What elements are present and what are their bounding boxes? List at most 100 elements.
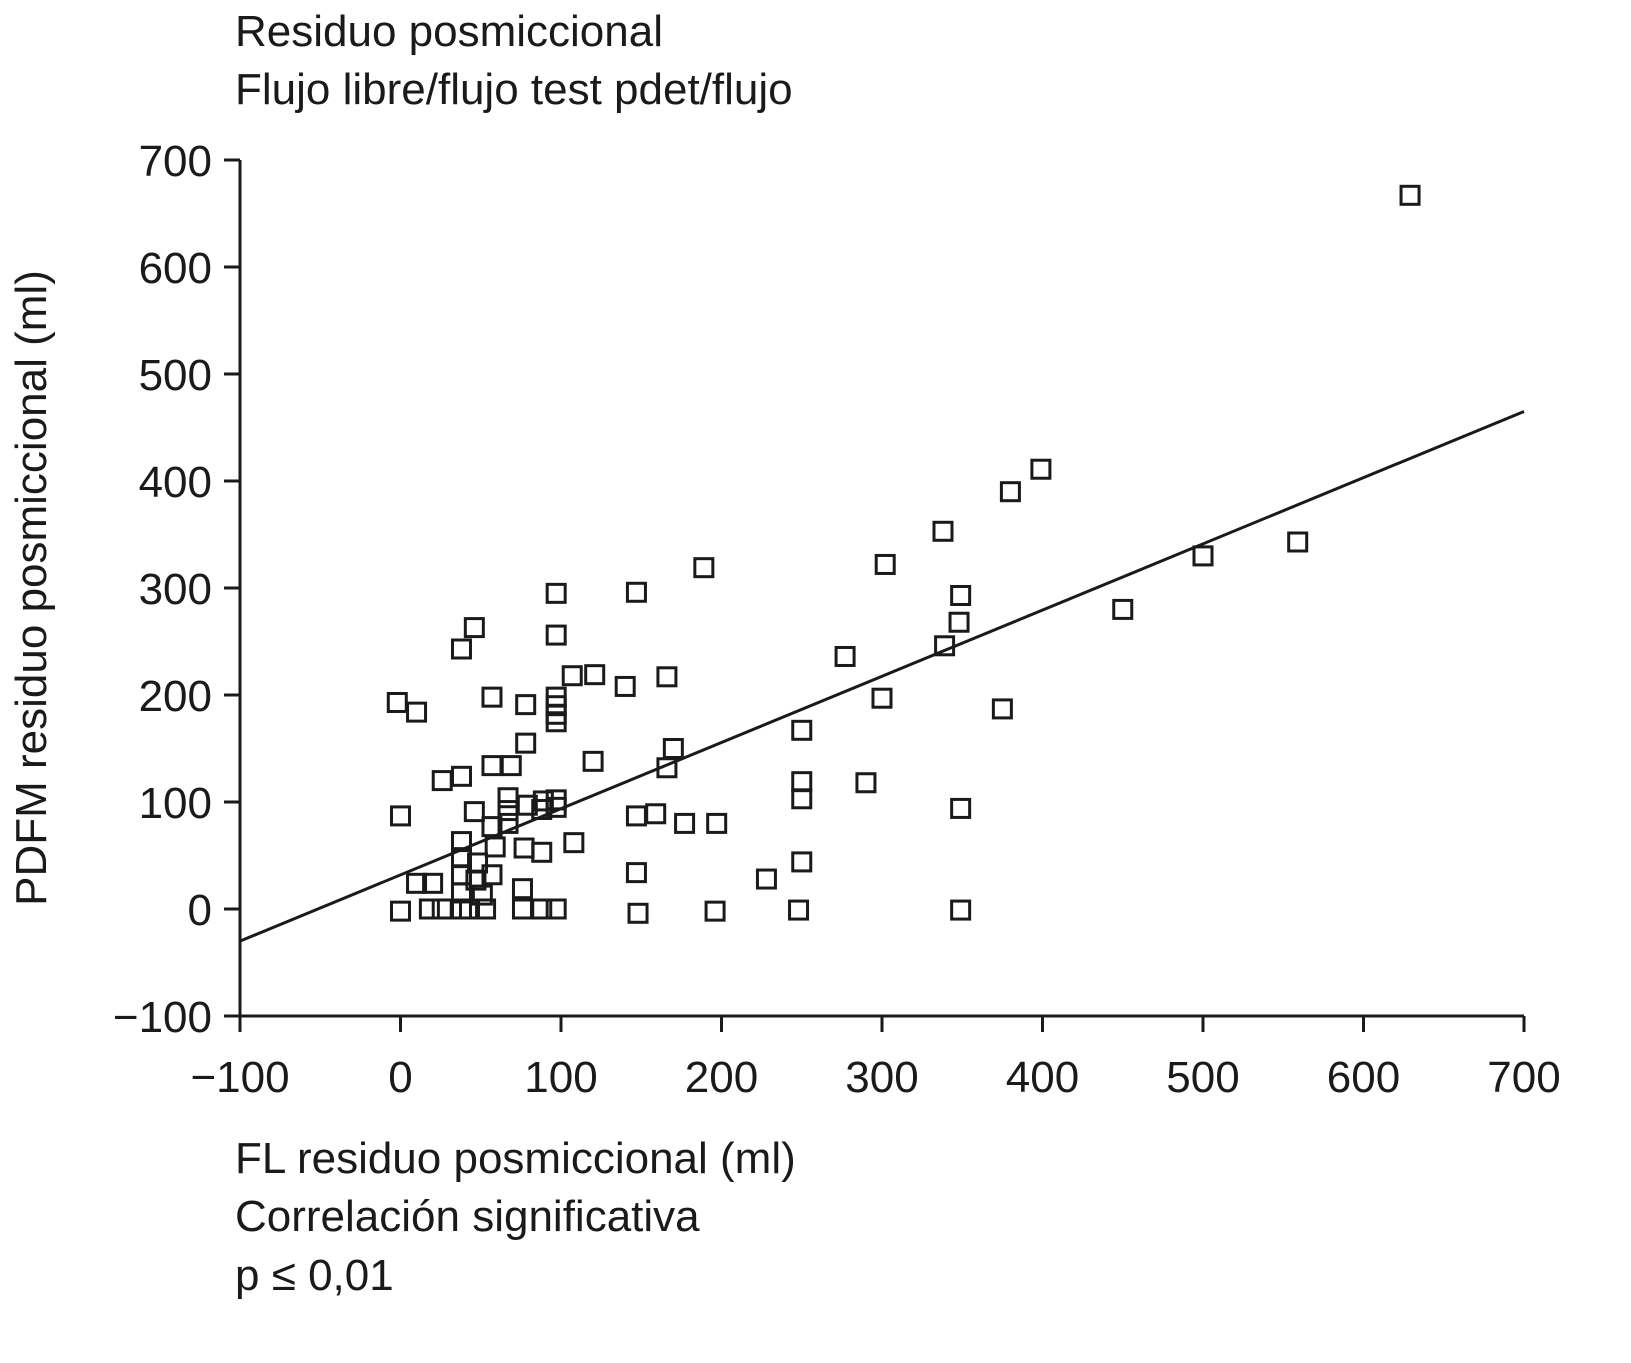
data-point (834, 645, 856, 667)
data-point (693, 557, 715, 579)
data-point (999, 481, 1021, 503)
data-point (563, 832, 585, 854)
chart-title: Residuo posmiccional (235, 7, 663, 56)
data-point (459, 898, 481, 920)
annotation-correlation: Correlación significativa (235, 1192, 700, 1241)
data-points (239, 184, 1525, 943)
data-point (531, 898, 553, 920)
data-point (791, 771, 813, 793)
data-point (513, 837, 535, 859)
data-point (500, 755, 522, 777)
regression-line (239, 410, 1525, 943)
axes: −100 0 100 200 300 400 500 600 700 −100 0 100 200 300… (113, 137, 1561, 1102)
data-point (390, 805, 411, 827)
data-point (545, 624, 567, 646)
x-tick-label: 200 (685, 1053, 758, 1102)
x-tick-label: 600 (1327, 1053, 1400, 1102)
data-point (625, 805, 647, 827)
x-axis-label: FL residuo posmiccional (ml) (235, 1134, 796, 1183)
data-point (545, 711, 567, 733)
y-tick-label: 700 (139, 137, 212, 186)
data-point (871, 687, 893, 709)
data-point (531, 798, 553, 820)
data-point (791, 788, 813, 810)
annotation-pvalue: p ≤ 0,01 (235, 1251, 394, 1300)
data-point (475, 898, 497, 920)
y-tick-label: 400 (139, 458, 212, 507)
data-point (934, 635, 956, 657)
x-tick-label: 0 (388, 1053, 412, 1102)
y-tick-label: 100 (139, 779, 212, 828)
data-point (516, 794, 538, 816)
data-point (656, 666, 678, 688)
data-point (1112, 598, 1134, 620)
data-point (531, 841, 553, 863)
data-point (481, 686, 503, 708)
data-point (656, 757, 678, 779)
data-point (625, 581, 647, 603)
data-point (431, 898, 453, 920)
data-point (450, 831, 472, 853)
data-point (481, 816, 503, 838)
y-tick-label: 600 (139, 244, 212, 293)
data-point (855, 772, 877, 794)
y-tick-label: 0 (188, 886, 212, 935)
data-point (662, 738, 684, 759)
data-point (706, 812, 728, 834)
x-tick-label: 500 (1166, 1053, 1239, 1102)
data-point (674, 812, 696, 834)
data-point (755, 868, 777, 890)
data-point (515, 694, 537, 716)
data-point (497, 787, 519, 809)
data-point (1192, 545, 1214, 567)
data-point (991, 698, 1013, 720)
data-point (418, 898, 440, 920)
data-point (406, 872, 428, 894)
data-point (950, 584, 972, 606)
data-point (625, 862, 647, 884)
data-point (1399, 184, 1421, 206)
data-point (1030, 458, 1052, 480)
x-tick-label: 300 (845, 1053, 918, 1102)
chart-subtitle: Flujo libre/flujo test pdet/flujo (235, 65, 793, 114)
data-point (386, 691, 408, 713)
data-point (511, 878, 533, 900)
data-point (511, 898, 533, 920)
data-point (463, 617, 485, 639)
data-point (584, 664, 606, 686)
data-point (1287, 531, 1309, 553)
data-point (627, 902, 649, 924)
data-point (545, 796, 567, 818)
data-point (950, 899, 972, 921)
data-point (932, 520, 954, 542)
data-point (463, 801, 485, 823)
data-point (422, 872, 444, 894)
data-point (431, 770, 453, 792)
data-point (481, 864, 503, 886)
data-point (561, 665, 583, 687)
data-point (582, 750, 604, 772)
data-point (515, 732, 537, 754)
data-point (791, 719, 813, 741)
y-tick-label: 500 (139, 351, 212, 400)
y-tick-label: −100 (113, 993, 212, 1042)
data-point (614, 675, 636, 697)
data-point (471, 884, 493, 906)
data-point (484, 836, 506, 858)
x-tick-label: −100 (190, 1053, 289, 1102)
data-point (788, 899, 810, 921)
data-point (874, 553, 896, 575)
data-point (791, 851, 813, 873)
y-tick-label: 200 (139, 672, 212, 721)
x-tick-label: 700 (1487, 1053, 1560, 1102)
data-point (390, 900, 411, 922)
data-point (645, 803, 667, 825)
data-point (704, 900, 726, 922)
data-point (450, 765, 472, 787)
data-point (950, 797, 972, 819)
data-point (545, 898, 567, 920)
data-point (481, 755, 503, 777)
data-point (450, 638, 472, 660)
data-point (948, 611, 970, 633)
data-point (465, 869, 487, 891)
